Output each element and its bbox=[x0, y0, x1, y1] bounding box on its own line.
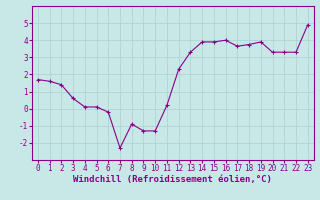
X-axis label: Windchill (Refroidissement éolien,°C): Windchill (Refroidissement éolien,°C) bbox=[73, 175, 272, 184]
